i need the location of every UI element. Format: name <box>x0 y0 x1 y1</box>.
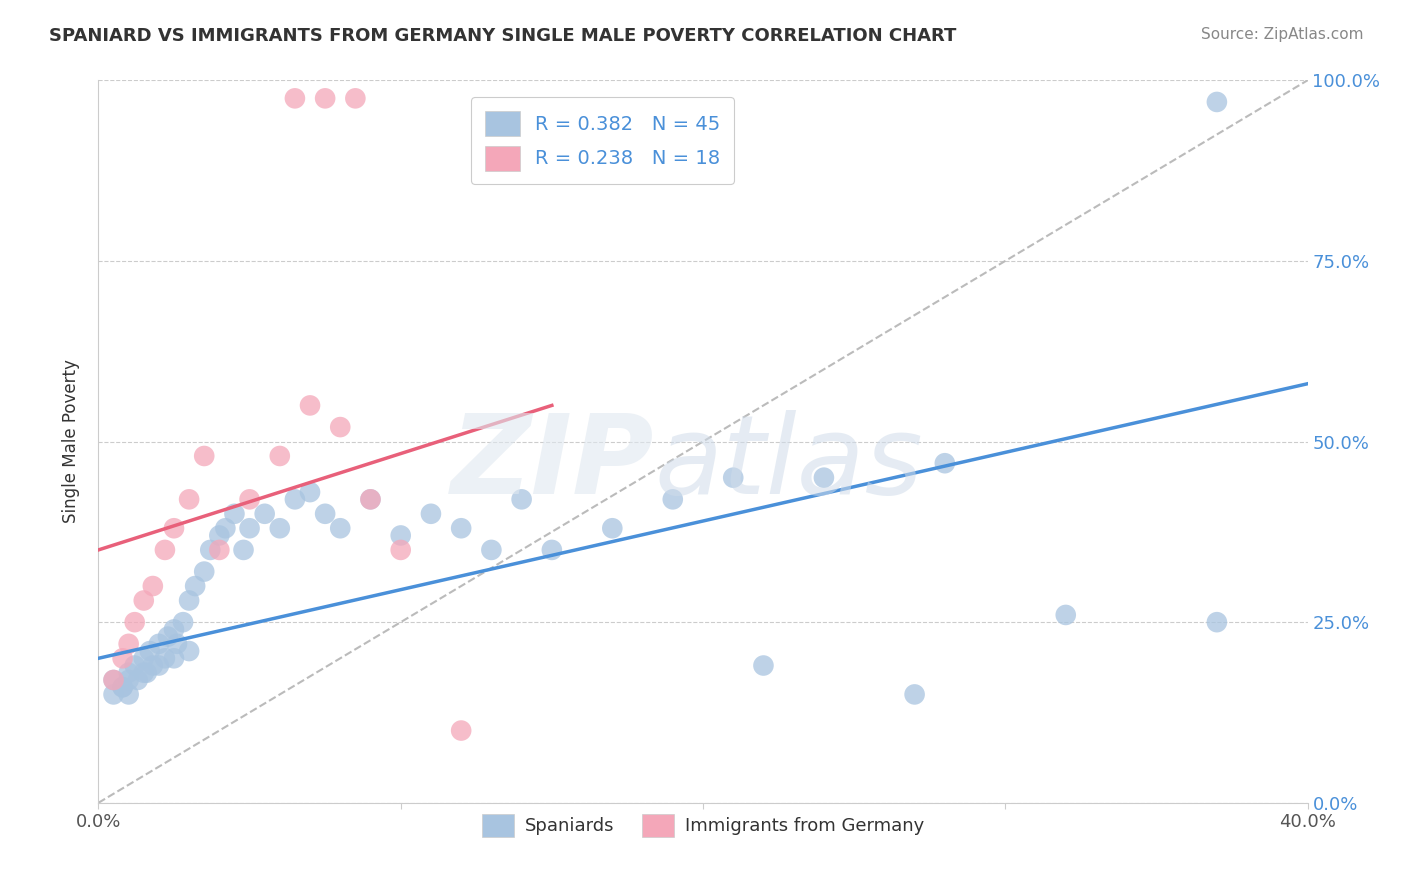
Point <box>163 521 186 535</box>
Point <box>1206 615 1229 630</box>
Point <box>239 521 262 535</box>
Point <box>208 528 231 542</box>
Point <box>208 542 231 557</box>
Point <box>934 456 956 470</box>
Point <box>179 644 201 658</box>
Point <box>124 615 146 630</box>
Point <box>103 673 125 687</box>
Point <box>148 637 170 651</box>
Point <box>329 420 352 434</box>
Point <box>132 593 155 607</box>
Point <box>166 637 188 651</box>
Point <box>179 492 201 507</box>
Point <box>239 492 262 507</box>
Point <box>214 521 236 535</box>
Point <box>344 91 367 105</box>
Legend: Spaniards, Immigrants from Germany: Spaniards, Immigrants from Germany <box>475 806 931 845</box>
Point <box>142 658 165 673</box>
Point <box>148 658 170 673</box>
Text: atlas: atlas <box>655 409 924 516</box>
Point <box>450 723 472 738</box>
Point <box>360 492 382 507</box>
Point <box>179 593 201 607</box>
Y-axis label: Single Male Poverty: Single Male Poverty <box>62 359 80 524</box>
Point <box>1054 607 1077 622</box>
Point <box>752 658 775 673</box>
Point <box>172 615 194 630</box>
Point <box>135 665 157 680</box>
Text: Source: ZipAtlas.com: Source: ZipAtlas.com <box>1201 27 1364 42</box>
Point <box>510 492 533 507</box>
Point <box>269 521 291 535</box>
Point <box>124 658 146 673</box>
Point <box>284 492 307 507</box>
Point <box>269 449 291 463</box>
Point <box>118 637 141 651</box>
Point <box>224 507 246 521</box>
Point <box>184 579 207 593</box>
Point <box>111 680 134 694</box>
Point <box>1206 95 1229 109</box>
Point <box>103 687 125 701</box>
Point <box>118 665 141 680</box>
Point <box>118 687 141 701</box>
Point <box>153 542 176 557</box>
Point <box>602 521 624 535</box>
Text: ZIP: ZIP <box>451 409 655 516</box>
Point <box>481 542 503 557</box>
Point <box>132 665 155 680</box>
Point <box>299 398 322 412</box>
Point <box>360 492 382 507</box>
Point <box>389 542 412 557</box>
Point <box>193 565 215 579</box>
Point <box>904 687 927 701</box>
Point <box>103 673 125 687</box>
Point <box>232 542 254 557</box>
Point <box>389 528 412 542</box>
Point <box>314 91 336 105</box>
Point <box>329 521 352 535</box>
Point <box>153 651 176 665</box>
Point <box>299 485 322 500</box>
Point <box>813 470 835 484</box>
Point <box>142 579 165 593</box>
Point <box>723 470 745 484</box>
Point <box>156 630 179 644</box>
Point <box>127 673 149 687</box>
Point <box>118 673 141 687</box>
Point <box>200 542 222 557</box>
Text: SPANIARD VS IMMIGRANTS FROM GERMANY SINGLE MALE POVERTY CORRELATION CHART: SPANIARD VS IMMIGRANTS FROM GERMANY SING… <box>49 27 956 45</box>
Point <box>139 644 162 658</box>
Point <box>193 449 215 463</box>
Point <box>450 521 472 535</box>
Point <box>284 91 307 105</box>
Point <box>111 680 134 694</box>
Point <box>420 507 443 521</box>
Point <box>132 651 155 665</box>
Point <box>253 507 276 521</box>
Point <box>111 651 134 665</box>
Point <box>661 492 683 507</box>
Point <box>163 623 186 637</box>
Point <box>540 542 562 557</box>
Point <box>314 507 336 521</box>
Point <box>163 651 186 665</box>
